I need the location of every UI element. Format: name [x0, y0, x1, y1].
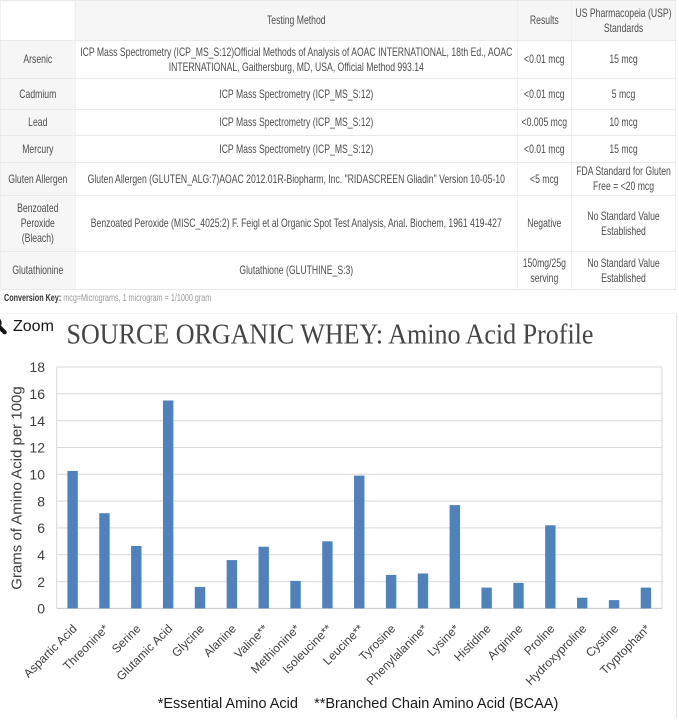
svg-text:0: 0 [37, 601, 45, 617]
svg-text:14: 14 [29, 413, 45, 429]
svg-text:2: 2 [37, 574, 45, 590]
svg-text:6: 6 [37, 520, 45, 536]
svg-text:Glutamic Acid: Glutamic Acid [114, 622, 176, 684]
svg-text:*Essential Amino Acid **Bra: *Essential Amino Acid **Branched Chain A… [158, 696, 559, 712]
svg-text:16: 16 [29, 386, 45, 402]
svg-text:SOURCE ORGANIC WHEY: Amino Aci: SOURCE ORGANIC WHEY: Amino Acid Profile [67, 319, 594, 350]
svg-text:Arginine: Arginine [485, 621, 526, 662]
svg-text:Glycine: Glycine [169, 621, 207, 659]
svg-text:4: 4 [37, 547, 45, 563]
svg-text:8: 8 [37, 493, 45, 509]
svg-text:12: 12 [29, 440, 45, 456]
svg-text:Grams of Amino Acid per 100g: Grams of Amino Acid per 100g [9, 386, 26, 589]
svg-text:18: 18 [29, 359, 45, 375]
svg-text:10: 10 [29, 467, 45, 483]
